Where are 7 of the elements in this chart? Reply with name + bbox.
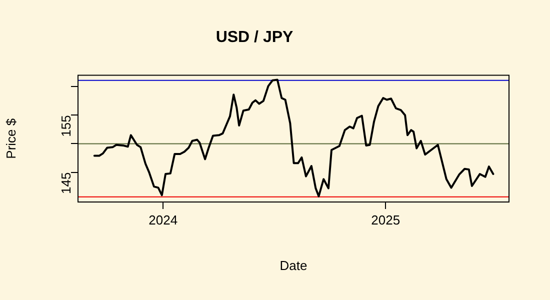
chart-title: USD / JPY xyxy=(216,29,294,46)
y-tick-label: 155 xyxy=(58,115,74,137)
x-tick-label: 2024 xyxy=(148,212,178,228)
x-tick-label: 2025 xyxy=(371,212,400,228)
y-axis-title: Price $ xyxy=(3,118,18,159)
y-tick-label: 145 xyxy=(58,172,74,194)
x-axis-title: Date xyxy=(280,258,308,273)
